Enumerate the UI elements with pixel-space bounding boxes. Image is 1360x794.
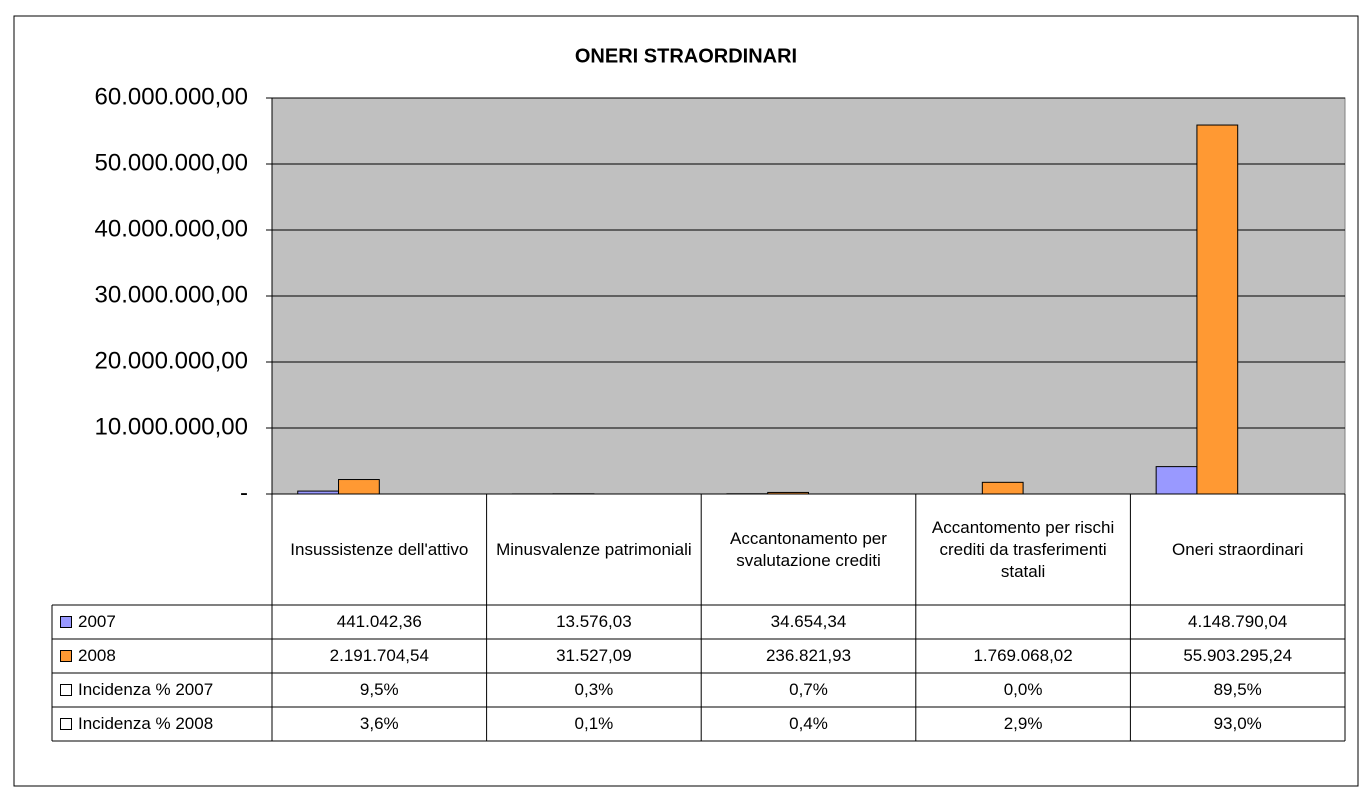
table-value — [916, 605, 1131, 639]
bar — [338, 479, 380, 495]
legend-key — [60, 650, 72, 662]
legend-label: 2008 — [78, 646, 116, 665]
category-label: Accantomento per rischi crediti da trasf… — [931, 517, 1115, 581]
table-value: 13.576,03 — [556, 612, 632, 631]
y-tick-label: 40.000.000,00 — [95, 215, 248, 242]
legend-label: Incidenza % 2007 — [78, 680, 214, 699]
bar — [1196, 124, 1239, 495]
legend-entry: Incidenza % 2008 — [52, 707, 272, 741]
table-value: 34.654,34 — [770, 612, 847, 631]
y-tick-label: 50.000.000,00 — [95, 149, 248, 176]
table-value: 55.903.295,24 — [1183, 646, 1293, 665]
chart-title: ONERI STRAORDINARI — [575, 45, 797, 67]
y-tick-label: 20.000.000,00 — [95, 347, 248, 374]
category-label: Minusvalenze patrimoniali — [496, 539, 692, 559]
y-tick-label: 30.000.000,00 — [95, 281, 248, 308]
y-tick-label: 60.000.000,00 — [95, 83, 248, 110]
table-value: 0,1% — [574, 714, 614, 733]
table-value: 2,9% — [1003, 714, 1043, 733]
legend-key — [60, 616, 72, 628]
table-value: 0,4% — [789, 714, 828, 733]
legend-label: Incidenza % 2008 — [78, 714, 214, 733]
table-value: 2.191.704,54 — [329, 646, 429, 665]
legend-key — [60, 718, 72, 730]
y-tick-label: - — [240, 479, 248, 506]
table-value: 4.148.790,04 — [1188, 612, 1288, 631]
legend-entry: 2007 — [52, 605, 272, 639]
legend-label: 2007 — [78, 612, 116, 631]
chart-frame — [13, 15, 1359, 787]
table-value: 3,6% — [359, 714, 399, 733]
legend-entry: 2008 — [52, 639, 272, 673]
category-label: Insussistenze dell'attivo — [290, 539, 469, 559]
category-label: Accantonamento per svalutazione crediti — [730, 528, 887, 570]
table-value: 9,5% — [359, 680, 399, 699]
y-tick-label: 10.000.000,00 — [95, 413, 248, 440]
bar — [981, 481, 1024, 495]
table-value: 1.769.068,02 — [973, 646, 1073, 665]
table-value: 236.821,93 — [765, 646, 852, 665]
legend-entry: Incidenza % 2007 — [52, 673, 272, 707]
table-value: 0,3% — [574, 680, 614, 699]
table-value: 31.527,09 — [556, 646, 632, 665]
bar — [1155, 466, 1198, 495]
table-value: 0,7% — [789, 680, 828, 699]
table-value: 0,0% — [1003, 680, 1043, 699]
table-value: 89,5% — [1213, 680, 1262, 699]
legend-key — [60, 684, 72, 696]
table-value: 441.042,36 — [336, 612, 422, 631]
category-label: Oneri straordinari — [1172, 539, 1304, 559]
table-value: 93,0% — [1213, 714, 1262, 733]
